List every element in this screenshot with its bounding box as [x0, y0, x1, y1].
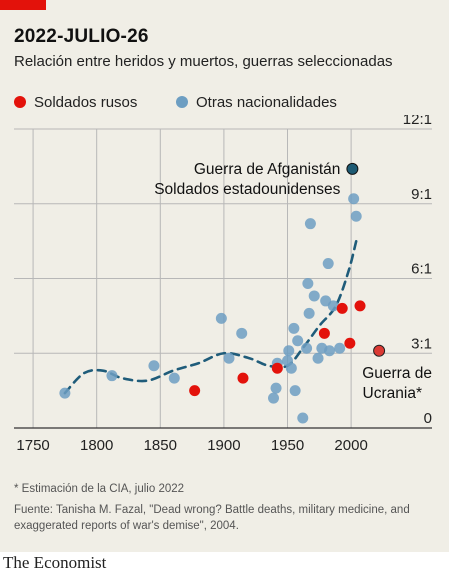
x-tick-label: 1800 — [80, 437, 113, 454]
economist-logo: The Economist — [3, 553, 107, 572]
russian-point — [318, 327, 330, 339]
russian-point — [271, 362, 283, 374]
legend-russian-dot — [14, 96, 26, 108]
other-point — [288, 322, 300, 334]
russian-point — [336, 302, 348, 314]
other-point — [323, 345, 335, 357]
other-point — [334, 342, 346, 354]
chart-card: 2022-JULIO-26 Relación entre heridos y m… — [0, 0, 449, 552]
legend-russian: Soldados rusos — [14, 92, 137, 112]
legend-other: Otras nacionalidades — [176, 92, 337, 112]
other-point — [292, 335, 304, 347]
other-point — [289, 385, 301, 397]
other-point — [308, 290, 320, 302]
footnote: * Estimación de la CIA, julio 2022 — [14, 483, 185, 495]
scatter-plot: 1750 1800 1850 1900 1950 2000 0 3:1 6:1 9:1 12:1 Gu… — [14, 115, 432, 454]
y-tick-label: 9:1 — [411, 186, 432, 203]
legend-russian-label: Soldados rusos — [34, 93, 138, 111]
other-point — [223, 352, 235, 364]
other-point — [312, 352, 324, 364]
russian-point — [354, 300, 366, 312]
afghanistan-annotation-line2: Soldados estadounidenses — [154, 181, 340, 198]
russian-point — [189, 385, 201, 397]
other-point — [327, 300, 339, 312]
other-point — [59, 387, 71, 399]
other-point — [215, 312, 227, 324]
ukraine-annotation-line2: Ucrania* — [363, 385, 422, 402]
chart-title: 2022-JULIO-26 — [14, 26, 149, 47]
y-tick-label: 6:1 — [411, 261, 432, 278]
y-tick-label: 12:1 — [403, 115, 432, 128]
x-tick-label: 1750 — [16, 437, 49, 454]
afghanistan-point — [346, 162, 359, 175]
legend-other-label: Otras nacionalidades — [196, 93, 337, 111]
other-point — [302, 277, 314, 289]
legend-other-dot — [176, 96, 188, 108]
other-point — [236, 327, 248, 339]
other-point — [301, 342, 313, 354]
y-tick-label: 0 — [424, 410, 432, 427]
other-point — [303, 307, 315, 319]
other-point — [268, 392, 280, 404]
afghanistan-annotation-line1: Guerra de Afganistán — [194, 161, 341, 178]
other-point — [283, 345, 295, 357]
other-point — [348, 193, 360, 205]
other-point — [285, 362, 297, 374]
x-tick-label: 1950 — [271, 437, 304, 454]
ukraine-annotation-line1: Guerra de — [362, 365, 432, 382]
x-tick-label: 2000 — [334, 437, 367, 454]
chart-subtitle: Relación entre heridos y muertos, guerra… — [14, 53, 393, 70]
x-tick-label: 1850 — [144, 437, 177, 454]
russian-point — [344, 337, 356, 349]
other-point — [297, 412, 309, 424]
y-tick-label: 3:1 — [411, 335, 432, 352]
ukraine-point — [373, 344, 386, 357]
russian-point — [237, 372, 249, 384]
brand-red-tab — [0, 0, 46, 10]
other-point — [350, 210, 362, 222]
other-point — [106, 370, 118, 382]
other-point — [168, 372, 180, 384]
other-point — [270, 382, 282, 394]
other-point — [148, 360, 160, 372]
other-point — [322, 258, 334, 270]
source-note: Fuente: Tanisha M. Fazal, "Dead wrong? B… — [14, 504, 410, 532]
other-point — [304, 218, 316, 230]
x-tick-label: 1900 — [207, 437, 240, 454]
